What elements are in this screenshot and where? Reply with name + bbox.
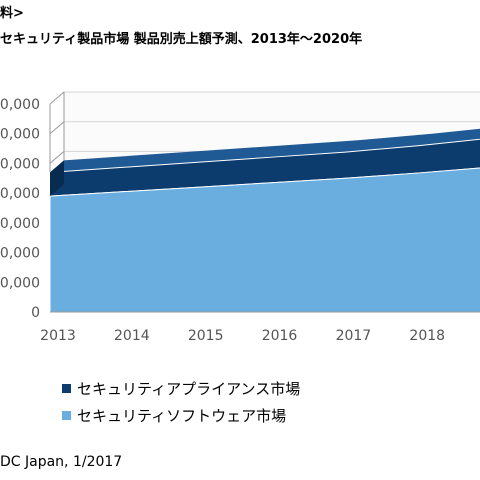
legend-swatch-appliance [62,384,71,393]
chart-title: セキュリティ製品市場 製品別売上額予測、2013年～2020年 [0,32,363,47]
y-tick-label: 0,000 [0,97,40,113]
gridline-side [49,151,65,164]
y-tick-label: 0,000 [0,127,40,143]
y-tick-label: 0,000 [0,186,40,202]
gridline-side [49,121,65,135]
legend-label-appliance: セキュリティアプライアンス市場 [77,380,301,398]
area-top-face-appliance [50,128,480,173]
y-tick-label: 0,000 [0,246,40,262]
legend-label-software: セキュリティソフトウェア市場 [77,407,287,425]
x-tick-label: 2015 [188,328,224,344]
stacked-area-chart: 0 0,000 0,000 0,000 0,000 0,000 0,000 0,000 2013… [0,91,480,344]
x-tick-label: 2018 [409,328,445,344]
legend-item-software: セキュリティソフトウェア市場 [62,405,286,426]
top-label: 料> [0,6,24,21]
area-side-appliance [50,160,64,197]
area-software [49,167,480,313]
x-tick-label: 2016 [262,328,298,344]
y-tick-label: 0,000 [0,156,40,172]
y-tick-label: 0,000 [0,216,40,232]
legend-item-appliance: セキュリティアプライアンス市場 [62,378,300,399]
legend-swatch-software [62,411,71,420]
x-tick-label: 2013 [40,328,76,344]
x-tick-label: 2017 [336,328,372,344]
source-note: DC Japan, 1/2017 [0,454,123,470]
gridline-side [49,91,65,105]
x-tick-label: 2014 [114,328,150,344]
y-tick-label: 0,000 [0,275,40,291]
y-tick-label: 0 [31,305,40,321]
